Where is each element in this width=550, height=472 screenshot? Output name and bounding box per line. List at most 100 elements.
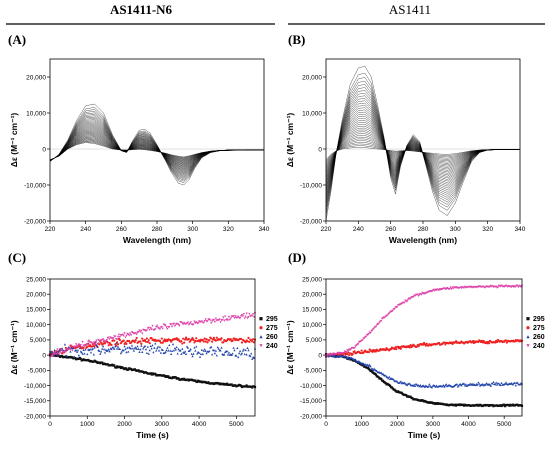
data-point [129,332,132,335]
data-point [92,345,95,348]
data-point [129,334,133,337]
data-point [409,297,412,300]
data-point [134,332,137,335]
data-point [205,352,208,355]
data-point [163,338,166,341]
data-point [240,341,244,344]
data-point [377,322,380,326]
data-point [374,325,377,329]
data-point [243,352,246,356]
data-point [68,347,71,350]
y-tick-label: 10,000 [26,322,46,329]
spectrum-curve [325,102,520,194]
data-point [95,339,98,342]
x-tick-label: 280 [418,226,429,233]
y-tick-label: 25,000 [302,276,322,283]
data-point [471,382,474,385]
data-point [241,315,244,318]
data-point [118,335,121,339]
x-tick-label: 0 [48,421,52,428]
data-point [164,324,167,327]
data-point [248,340,251,344]
data-point [118,338,121,342]
legend-label-295: 295 [266,316,278,323]
data-point [251,386,254,389]
data-point [192,338,195,342]
data-point [413,294,417,297]
data-point [489,284,492,287]
data-point [139,330,142,334]
panel-label-a: (A) [8,32,26,47]
data-point [128,334,131,337]
data-point [156,345,160,348]
data-point [185,345,189,348]
data-point [336,351,339,355]
data-point [177,377,180,380]
data-point [57,350,60,353]
data-point [147,326,150,329]
data-point [366,363,369,366]
data-point [182,323,185,326]
data-point [162,323,165,326]
panel-b-cd-spectra: 220 240 260 280 300 320 340 -20,000 -10,000 0 10,0… [285,58,526,245]
y-tick-label: -10,000 [24,383,46,390]
data-point [107,336,110,339]
data-point [495,340,499,344]
x-tick-label: 4000 [461,421,476,428]
data-point [96,345,99,348]
data-point [526,317,530,321]
data-point [84,348,87,351]
data-point [177,338,180,341]
data-point [252,355,255,359]
data-point [137,330,140,334]
data-point [125,367,128,370]
x-axis-label: Wavelength (nm) [123,235,191,245]
data-point [371,329,374,332]
data-point [173,346,176,350]
data-point [229,338,232,341]
data-point [176,352,179,355]
y-tick-label: 20,000 [26,74,46,81]
data-point [371,350,374,353]
data-point [170,325,174,328]
data-point [488,383,492,386]
data-point [110,343,113,346]
data-point [395,347,398,351]
data-point [140,344,143,347]
data-point [448,287,451,291]
data-point [419,292,422,296]
data-point [180,340,183,343]
data-point [345,350,348,354]
data-point [380,377,383,381]
data-point [157,349,161,352]
data-point [208,349,211,353]
x-tick-label: 240 [80,226,91,233]
data-point [399,347,402,350]
data-point [222,341,225,344]
data-point [145,329,149,332]
y-axis-label: Δε (M⁻¹ cm⁻¹) [9,320,19,375]
data-point [100,341,103,344]
data-point [125,334,128,337]
data-point [411,397,414,400]
data-point [233,349,236,352]
data-point [158,339,162,343]
data-point [234,315,237,318]
data-point [69,348,72,351]
data-point [122,339,125,342]
data-point [513,381,516,384]
data-point [188,349,191,352]
data-point [211,320,214,323]
data-point [100,350,103,353]
data-point [115,366,118,369]
data-point [417,383,420,387]
spectrum-curve [325,65,520,222]
data-point [164,350,167,354]
data-point [237,315,240,318]
data-point [149,326,152,330]
data-point [157,327,161,330]
data-point [227,315,231,319]
data-point [155,349,158,352]
data-point [231,339,234,342]
data-point [499,383,502,387]
